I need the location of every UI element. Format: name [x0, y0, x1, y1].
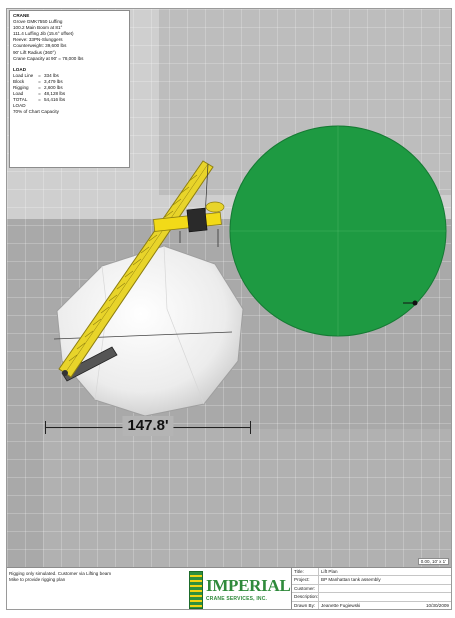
radius-dimension: 147.8': [45, 415, 251, 439]
title-row-date: 10/30/2009: [426, 602, 449, 608]
crane-line: 111.4 Luffing Jib (15.6° offset): [13, 31, 74, 37]
title-row-date: [421, 593, 451, 600]
crane-load-info-box: CRANE Grove GMK7550 Luffing 100.2 Main B…: [9, 10, 130, 168]
rigging-note: Rigging only simulated. Customer via Lif…: [9, 571, 112, 582]
crane-line: Counterweight: 39,600 lbs: [13, 43, 67, 49]
load-row-equals: =: [38, 72, 41, 78]
title-fields: Title: Lift Plan Project: BP Manhattan t…: [291, 568, 451, 609]
load-row: Load = 48,128 lbs: [13, 91, 126, 97]
title-row-date: [421, 576, 451, 583]
crane-line: 100.2 Main Boom at 81°: [13, 25, 63, 31]
load-heading: LOAD: [13, 66, 27, 72]
load-row-value: 48,128 lbs: [44, 91, 66, 97]
capacity-percent: 70% of Chart Capacity: [13, 109, 59, 115]
load-row-label: Load Line: [13, 72, 34, 78]
drawing-viewport[interactable]: CRANE Grove GMK7550 Luffing 100.2 Main B…: [7, 9, 451, 567]
crane-line: 90' Lift Radius (360°): [13, 49, 56, 55]
load-row-equals: =: [38, 91, 41, 97]
crane-heading: CRANE: [13, 13, 30, 18]
load-row-value: 334 lbs: [44, 72, 59, 78]
load-row: TOTAL LOAD = 54,416 lbs: [13, 97, 126, 109]
title-row-label: Customer:: [292, 584, 319, 593]
scale-note: 0.00, 10' x 1': [417, 558, 449, 565]
load-row-label: Block: [13, 78, 25, 84]
crane-boom-icon[interactable]: [58, 160, 225, 382]
dimension-tick-left: [45, 421, 46, 434]
load-row: Load Line = 334 lbs: [13, 73, 126, 79]
crane-line: Grove GMK7550 Luffing: [13, 19, 63, 25]
dimension-tick-right: [250, 421, 251, 434]
crane-line: Reeve: 33PN-Slunggers: [13, 37, 63, 43]
title-row-label: Project:: [292, 576, 319, 584]
title-row-value[interactable]: Jeanette Fugiewski: [321, 602, 361, 608]
title-row: Customer:: [292, 584, 451, 594]
load-row: Rigging = 2,600 lbs: [13, 85, 126, 91]
load-row-label: Load: [13, 91, 24, 97]
title-row-value[interactable]: BP Manhattan tank assembly: [321, 577, 381, 583]
load-row-value: 54,416 lbs: [44, 97, 66, 103]
load-row-equals: =: [38, 85, 41, 91]
title-row: Project: BP Manhattan tank assembly: [292, 576, 451, 585]
load-row-label: Rigging: [13, 85, 29, 91]
logo-subtitle: CRANE SERVICES, INC.: [206, 596, 268, 602]
dimension-label: 147.8': [122, 416, 174, 436]
title-row-label: Title:: [292, 568, 319, 576]
lift-plan-sheet: CRANE Grove GMK7550 Luffing 100.2 Main B…: [6, 8, 452, 610]
company-logo: IMPERIAL CRANE SERVICES, INC.: [189, 571, 291, 609]
load-row: Block = 3,479 lbs: [13, 79, 126, 85]
site-plan-scene: [53, 125, 447, 417]
title-row-value[interactable]: [319, 593, 421, 600]
title-row: Drawn By: Jeanette Fugiewski 10/30/2009: [292, 601, 451, 609]
title-row-date: [421, 585, 451, 592]
logo-brand: IMPERIAL: [206, 576, 291, 595]
storage-tank-icon[interactable]: [229, 125, 447, 337]
load-row-equals: =: [38, 78, 41, 84]
load-row-value: 2,600 lbs: [44, 85, 63, 91]
load-row-value: 3,479 lbs: [44, 78, 63, 84]
title-row-value[interactable]: Lift Plan: [321, 569, 338, 574]
title-row: Title: Lift Plan: [292, 568, 451, 577]
title-row: Description:: [292, 593, 451, 602]
title-row-label: Drawn By:: [292, 601, 319, 609]
title-row-date: [421, 568, 451, 575]
logo-emblem-icon: [189, 571, 203, 609]
crane-line: Crane Capacity at 90' = 78,000 lbs: [13, 55, 84, 61]
load-row-equals: =: [38, 97, 41, 103]
title-row-value[interactable]: [319, 585, 421, 592]
load-row-label: TOTAL LOAD: [13, 97, 28, 109]
title-row-label: Description:: [294, 593, 319, 601]
crane-base-tank[interactable]: [53, 245, 244, 417]
title-block: Rigging only simulated. Customer via Lif…: [7, 567, 451, 609]
ground-zone-mid: [43, 429, 451, 567]
